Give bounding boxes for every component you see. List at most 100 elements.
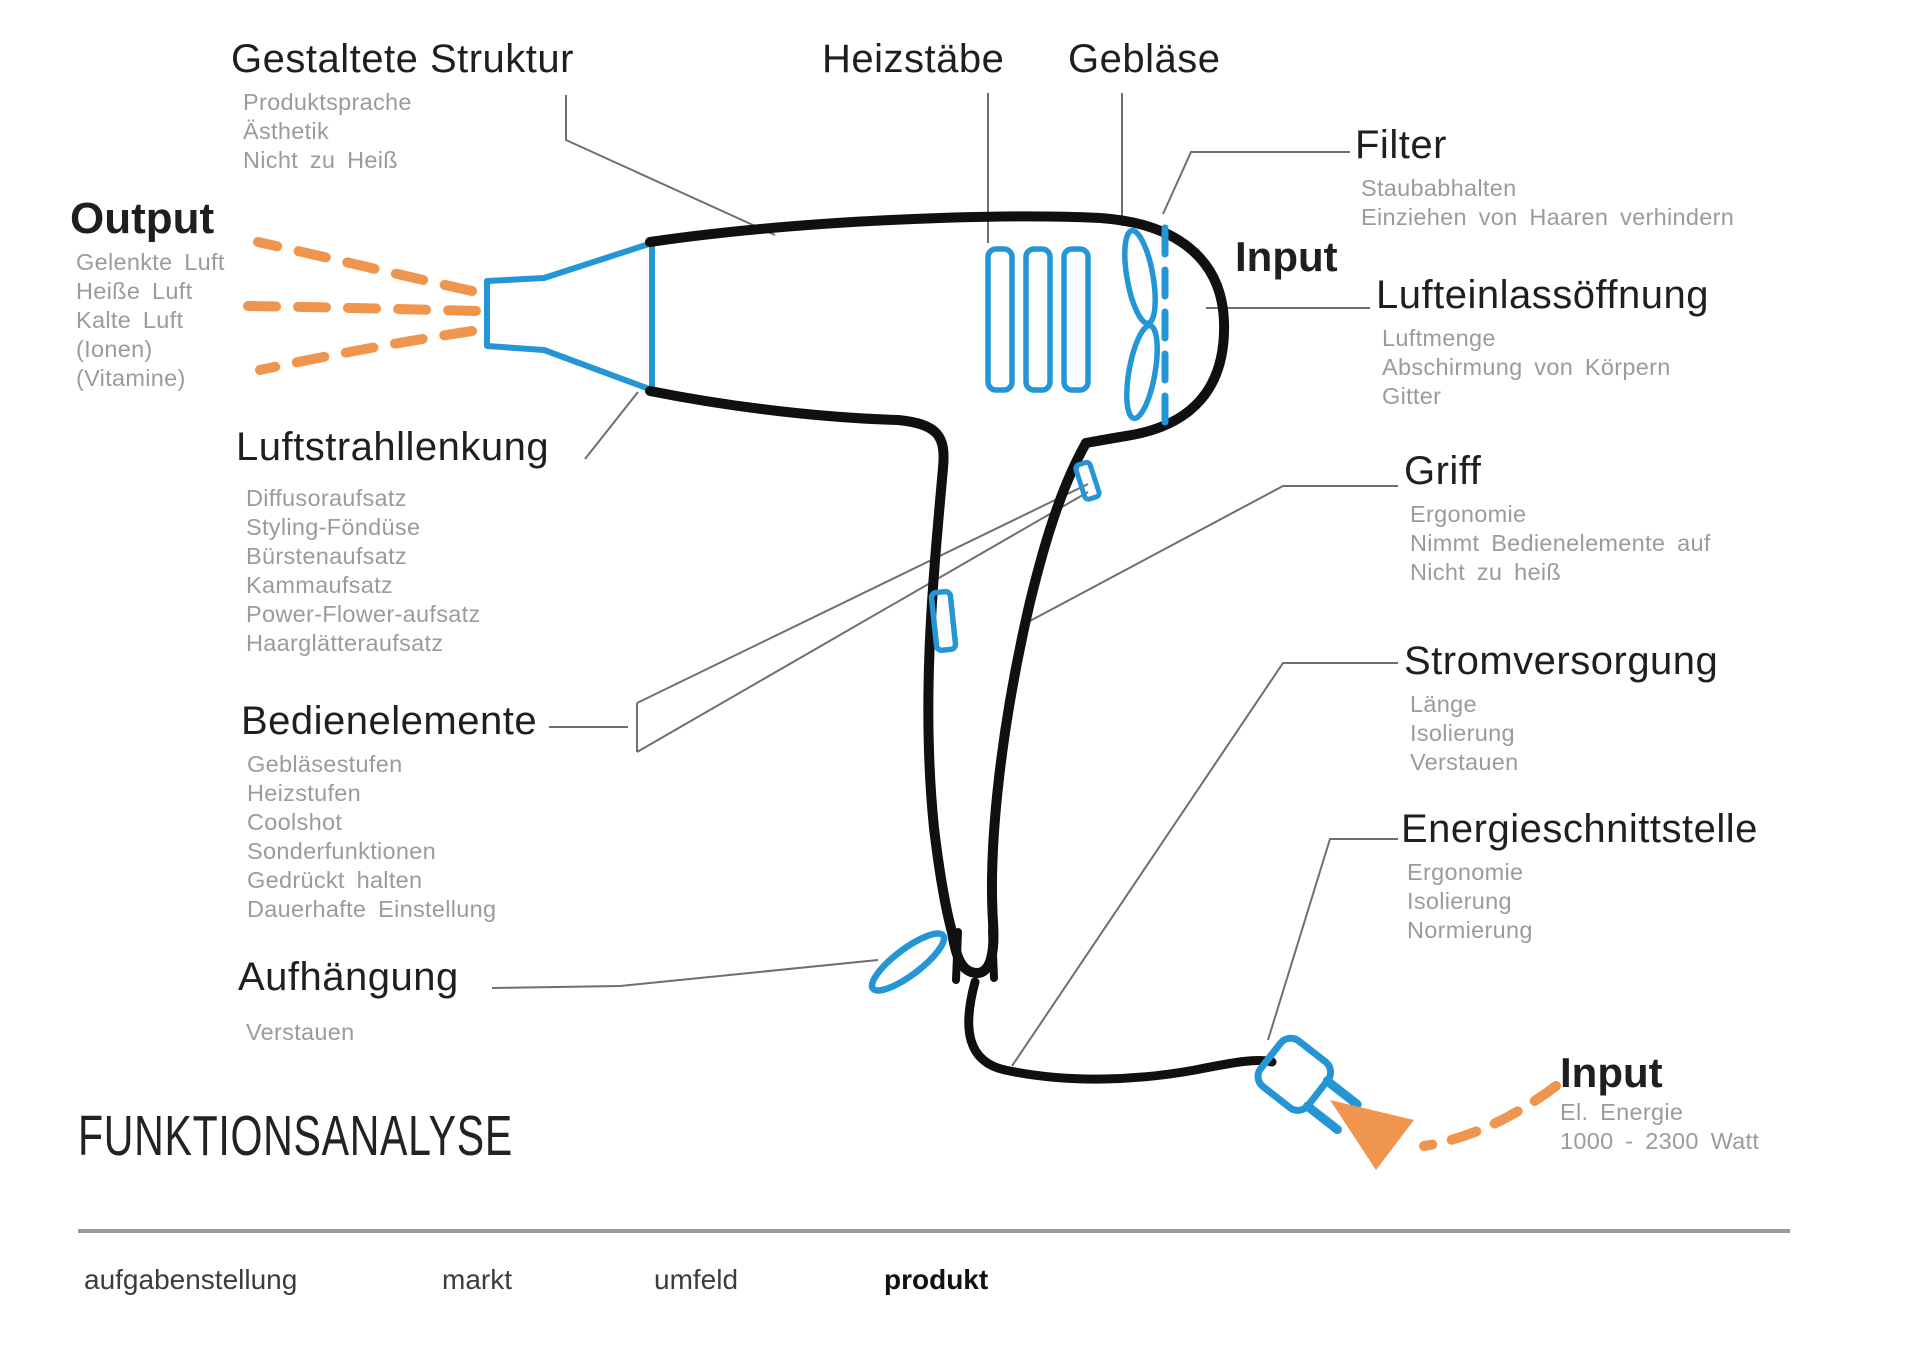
stromversorgung-item: Isolierung <box>1410 720 1515 746</box>
lufteinlassoeffnung-item: Luftmenge <box>1382 325 1496 351</box>
nav-item-produkt[interactable]: produkt <box>884 1264 989 1295</box>
luftstrahllenkung-title: Luftstrahllenkung <box>236 425 550 469</box>
luftstrahllenkung-item: Styling-Föndüse <box>246 514 421 540</box>
air-flow-dash-middle <box>241 301 481 316</box>
label-filter: Filter Staubabhalten Einziehen von Haare… <box>1355 122 1734 232</box>
bedienelemente-title: Bedienelemente <box>241 699 538 743</box>
label-aufhaengung: Aufhängung Verstauen <box>238 954 459 1047</box>
air-flow-dash-bottom <box>255 326 477 375</box>
lufteinlassoeffnung-item: Gitter <box>1382 383 1442 409</box>
page-title-block: FUNKTIONSANALYSE <box>78 1106 682 1166</box>
luftstrahllenkung-item: Kammaufsatz <box>246 572 393 598</box>
griff-item: Nimmt Bedienelemente auf <box>1410 530 1711 556</box>
label-gestaltete-struktur: Gestaltete Struktur Produktsprache Ästhe… <box>231 36 574 175</box>
coolshot-button-icon <box>1073 459 1102 502</box>
stromversorgung-item: Verstauen <box>1410 749 1519 775</box>
nav-item-markt[interactable]: markt <box>442 1264 512 1295</box>
input-bottom-item: El. Energie <box>1560 1099 1684 1125</box>
heating-rods-icon <box>985 246 1091 393</box>
plug-prong <box>1302 1101 1342 1135</box>
griff-title: Griff <box>1404 449 1482 493</box>
leader-luftstrahllenkung <box>584 391 639 460</box>
gestaltete-struktur-title: Gestaltete Struktur <box>231 37 574 81</box>
gestaltete-struktur-item: Ästhetik <box>243 118 329 144</box>
energy-arrow <box>1330 1081 1561 1170</box>
gestaltete-struktur-item: Produktsprache <box>243 89 412 115</box>
griff-item: Nicht zu heiß <box>1410 559 1562 585</box>
plug-body <box>1254 1034 1335 1114</box>
body-bottom-outline <box>645 386 903 425</box>
leader-bedienelemente <box>549 483 1089 753</box>
control-switch-icon <box>928 588 959 654</box>
leader-filter <box>1162 151 1350 215</box>
heating-rod <box>985 246 1015 393</box>
cord-grommet <box>952 926 998 984</box>
output-item: (Ionen) <box>76 336 153 362</box>
aufhaengung-title: Aufhängung <box>238 955 459 999</box>
heating-rod <box>1023 246 1053 393</box>
luftstrahllenkung-item: Diffusoraufsatz <box>246 485 407 511</box>
leader-energieschnittstelle <box>1267 838 1398 1041</box>
gestaltete-struktur-item: Nicht zu Heiß <box>243 147 398 173</box>
input-bottom-item: 1000 - 2300 Watt <box>1560 1128 1760 1154</box>
filter-title: Filter <box>1355 123 1447 167</box>
luftstrahllenkung-item: Power-Flower-aufsatz <box>246 601 481 627</box>
output-item: Kalte Luft <box>76 307 184 333</box>
output-title: Output <box>70 194 215 243</box>
dryer-internals <box>868 224 1362 1135</box>
power-plug-icon <box>1254 1034 1362 1135</box>
output-item: Gelenkte Luft <box>76 249 225 275</box>
page-title: FUNKTIONSANALYSE <box>78 1104 513 1168</box>
luftstrahllenkung-item: Haarglätteraufsatz <box>246 630 444 656</box>
luftstrahllenkung-item: Bürstenaufsatz <box>246 543 407 569</box>
fan-blade-top <box>1122 227 1158 327</box>
filter-item: Staubabhalten <box>1361 175 1517 201</box>
label-lufteinlassoeffnung: Lufteinlassöffnung Luftmenge Abschirmung… <box>1376 272 1709 411</box>
heating-rod <box>1061 246 1091 393</box>
nav-item-umfeld[interactable]: umfeld <box>654 1264 739 1295</box>
geblaese-title: Gebläse <box>1068 37 1221 81</box>
handle-outline <box>893 415 1091 978</box>
energieschnittstelle-item: Normierung <box>1407 917 1533 943</box>
bedienelemente-item: Gedrückt halten <box>247 867 423 893</box>
filter-item: Einziehen von Haaren verhindern <box>1361 204 1735 230</box>
air-flow-dashes <box>241 237 481 375</box>
label-geblaese: Gebläse <box>1068 36 1220 82</box>
nav-item-aufgabenstellung[interactable]: aufgabenstellung <box>84 1264 298 1295</box>
energieschnittstelle-title: Energieschnittstelle <box>1401 807 1758 851</box>
label-output: Output Gelenkte Luft Heiße Luft Kalte Lu… <box>70 196 225 393</box>
fan-blade-bottom <box>1124 322 1160 422</box>
label-energieschnittstelle: Energieschnittstelle Ergonomie Isolierun… <box>1401 806 1758 945</box>
griff-item: Ergonomie <box>1410 501 1527 527</box>
leader-gestaltete-struktur <box>565 95 776 236</box>
output-item: Heiße Luft <box>76 278 193 304</box>
energy-arrow-head <box>1330 1100 1414 1170</box>
aufhaengung-item: Verstauen <box>246 1019 355 1045</box>
energieschnittstelle-item: Ergonomie <box>1407 859 1524 885</box>
energy-arrow-dashes <box>1419 1081 1561 1151</box>
label-input-top: Input <box>1235 234 1338 280</box>
stromversorgung-title: Stromversorgung <box>1404 639 1719 683</box>
fan-icon <box>1122 227 1160 422</box>
nozzle-icon <box>484 240 655 393</box>
air-flow-dash-top <box>253 237 477 296</box>
input-bottom-title: Input <box>1560 1049 1663 1096</box>
stromversorgung-item: Länge <box>1410 691 1477 717</box>
leader-griff <box>1027 485 1398 623</box>
bedienelemente-item: Sonderfunktionen <box>247 838 437 864</box>
leader-aufhaengung <box>491 959 879 989</box>
leader-stromversorgung <box>1011 662 1398 1067</box>
heizstaebe-title: Heizstäbe <box>822 37 1005 81</box>
lufteinlassoeffnung-item: Abschirmung von Körpern <box>1382 354 1671 380</box>
label-luftstrahllenkung: Luftstrahllenkung Diffusoraufsatz Stylin… <box>236 424 549 658</box>
hanging-loop-icon <box>868 930 948 994</box>
label-input-bottom: Input El. Energie 1000 - 2300 Watt <box>1560 1050 1759 1156</box>
bedienelemente-item: Dauerhafte Einstellung <box>247 896 497 922</box>
label-bedienelemente: Bedienelemente Gebläsestufen Heizstufen … <box>241 698 537 924</box>
footer-divider <box>78 1229 1790 1233</box>
label-stromversorgung: Stromversorgung Länge Isolierung Verstau… <box>1404 638 1718 777</box>
label-griff: Griff Ergonomie Nimmt Bedienelemente auf… <box>1404 448 1711 587</box>
power-cord <box>964 977 1277 1084</box>
